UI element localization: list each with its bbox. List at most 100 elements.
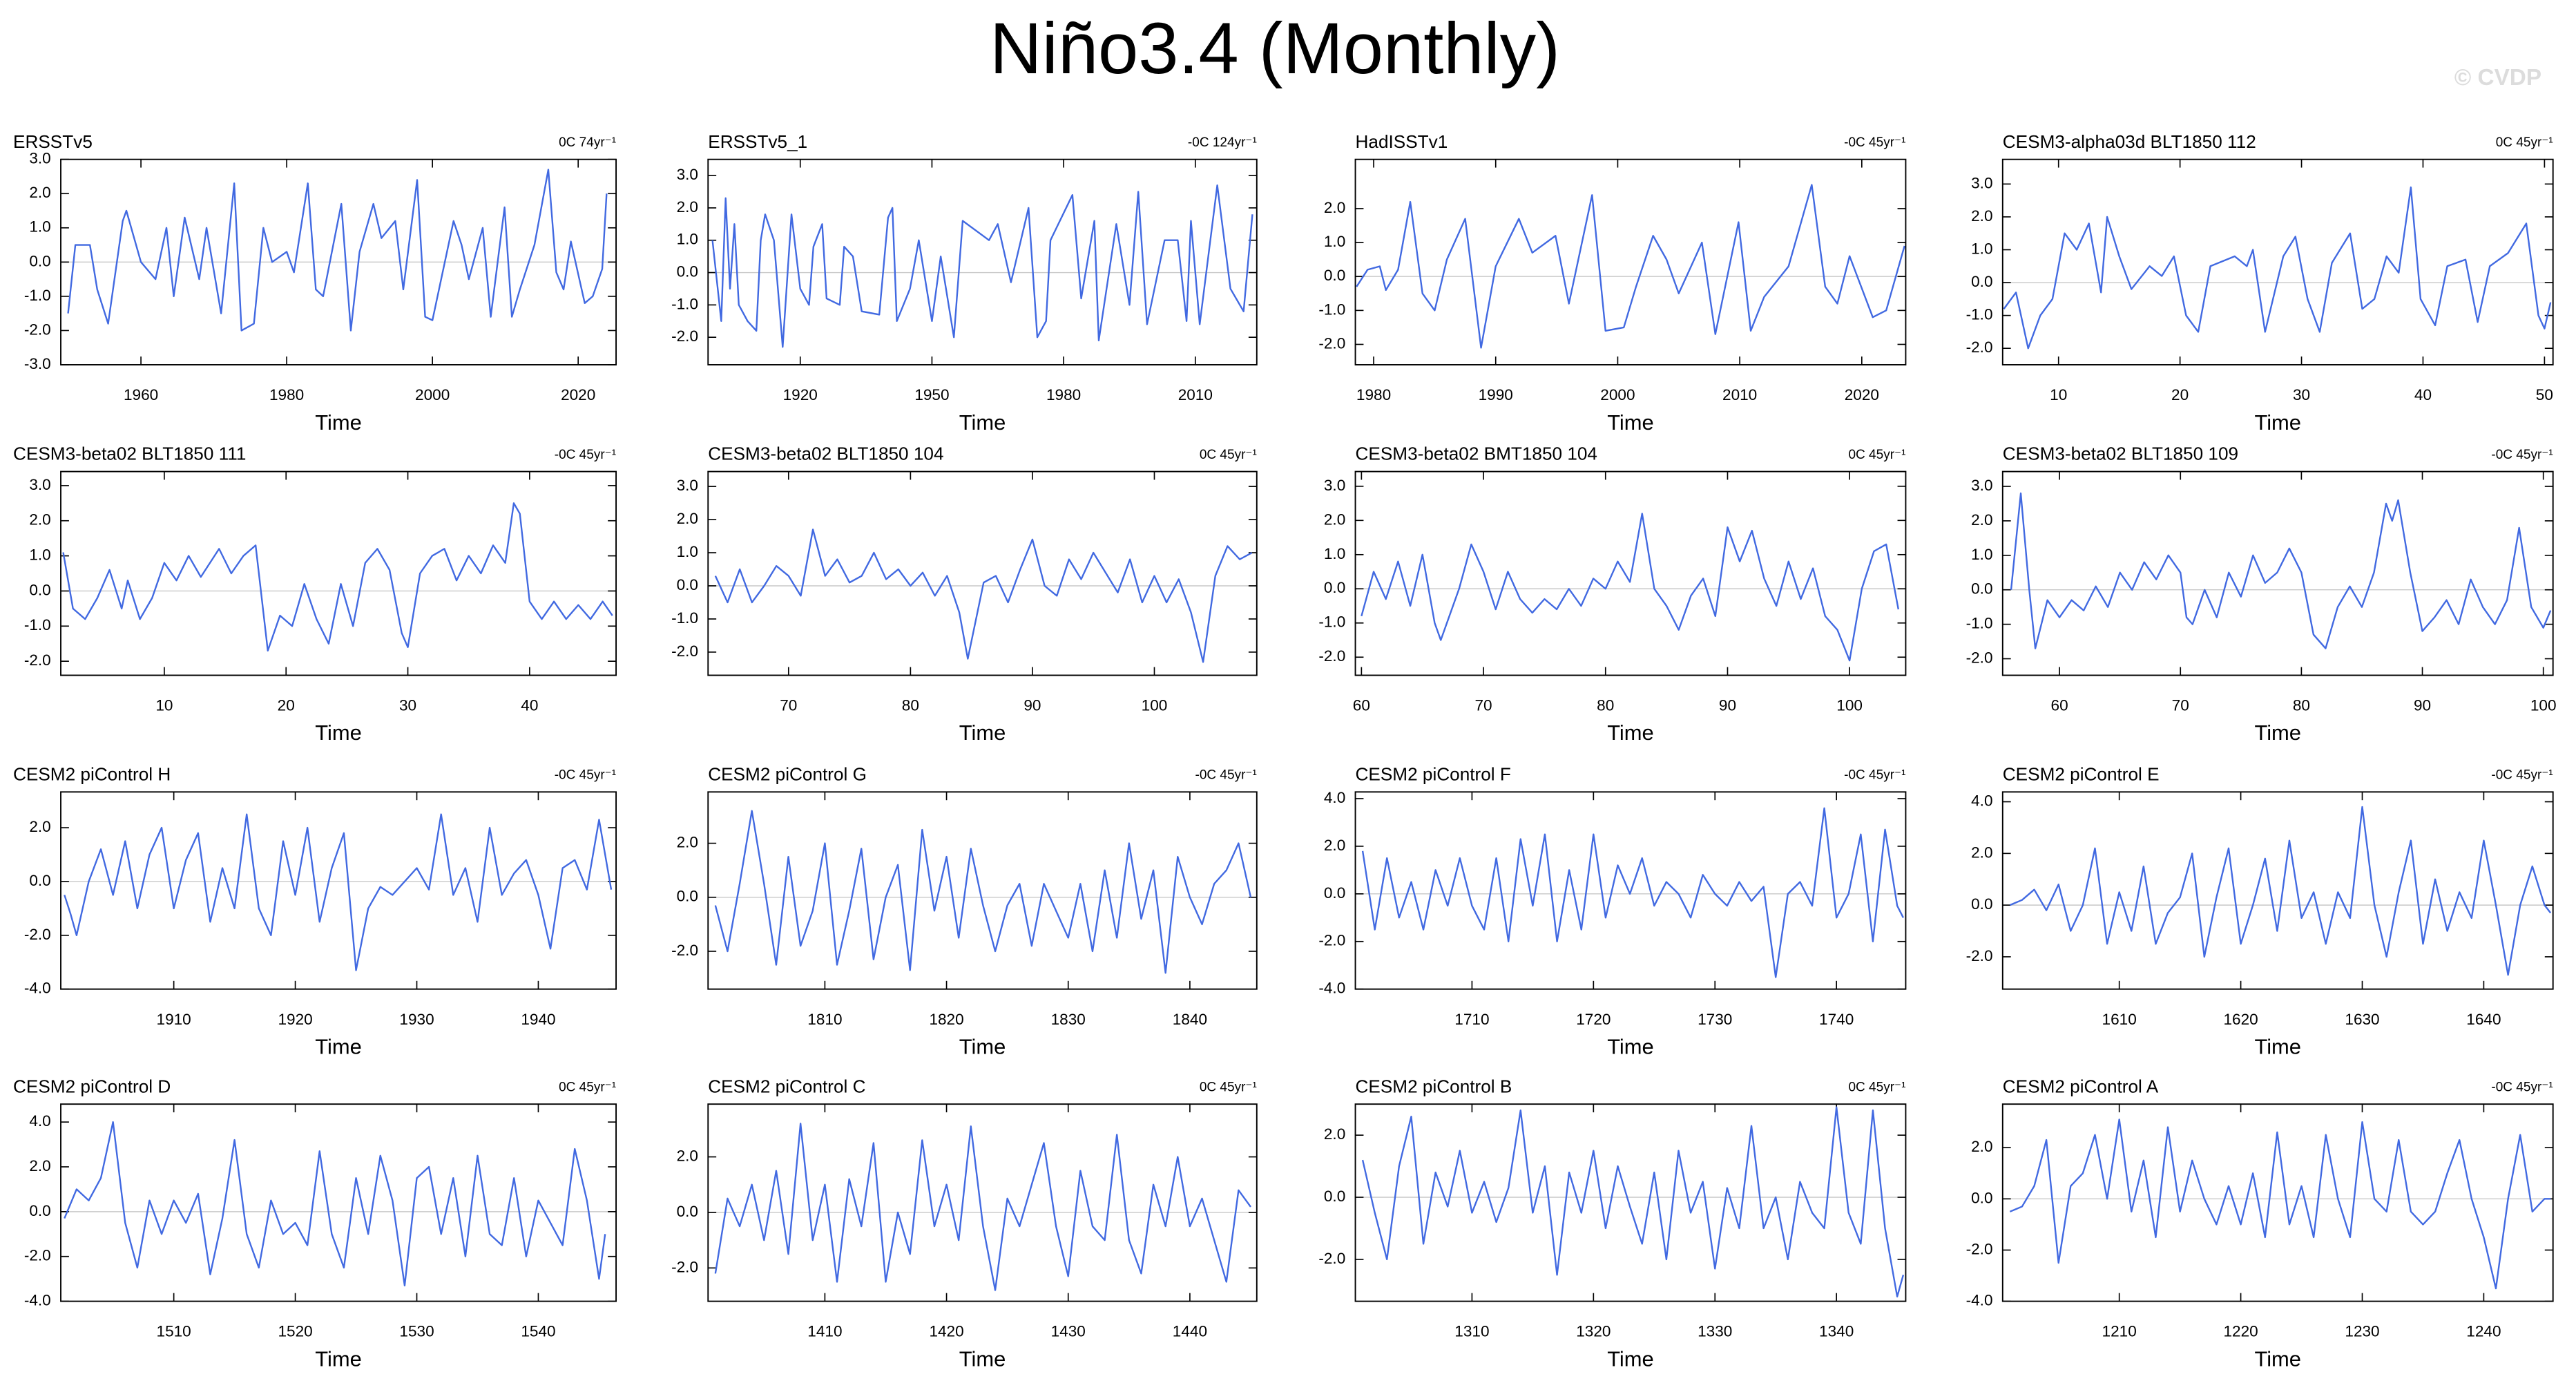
x-tick-label: 1420	[929, 1323, 963, 1340]
panel: CESM2 piControl H -0C 45yr⁻¹ -4.0 -2.0 0.0 2.…	[13, 763, 617, 1058]
x-tick-label: 1920	[783, 386, 818, 403]
x-tick-label: 100	[2530, 697, 2557, 714]
y-tick-label: 0.0	[29, 1202, 50, 1219]
series-line	[62, 502, 613, 652]
panel: ERSSTv5 0C 74yr⁻¹ -3.0 -2.0 -1.0 0.0 1.0 2.0 3.0…	[13, 131, 617, 435]
panel-title: CESM2 piControl H	[13, 763, 171, 784]
x-tick-label: 1330	[1698, 1323, 1732, 1340]
x-axis-label: Time	[315, 721, 362, 745]
series-line	[714, 810, 1252, 974]
x-axis-label: Time	[1607, 1346, 1654, 1371]
panel-title: CESM3-beta02 BLT1850 104	[708, 444, 943, 464]
plot-frame	[60, 470, 617, 676]
figure-title: Niño3.4 (Monthly)	[990, 8, 1560, 89]
x-tick-label: 1510	[157, 1323, 191, 1340]
x-tick-label: 1320	[1576, 1323, 1611, 1340]
panel: CESM2 piControl B 0C 45yr⁻¹ -2.0 0.0 2.0 1310…	[1318, 1076, 1907, 1371]
y-tick-label: 0.0	[29, 581, 50, 598]
plot-frame	[707, 470, 1258, 676]
y-tick-label: 0.0	[1324, 884, 1345, 902]
y-tick-label: -4.0	[1318, 980, 1345, 997]
y-tick-label: 0.0	[677, 888, 698, 905]
panel-annotation: -0C 45yr⁻¹	[1844, 768, 1905, 783]
y-tick-label: 0.0	[1324, 1188, 1345, 1205]
panel-title: ERSSTv5	[13, 131, 93, 152]
x-tick-label: 50	[2536, 386, 2553, 403]
plot-frame	[2001, 158, 2554, 365]
x-tick-label: 1410	[807, 1323, 842, 1340]
series-line	[64, 813, 613, 971]
x-axis-label: Time	[959, 1346, 1006, 1371]
x-tick-label: 2010	[1722, 386, 1757, 403]
x-tick-label: 1920	[278, 1011, 312, 1028]
x-axis-label: Time	[315, 1034, 362, 1058]
panel-title: CESM2 piControl A	[2003, 1076, 2159, 1096]
y-tick-label: -2.0	[1966, 947, 1993, 964]
panel-title: CESM2 piControl F	[1356, 763, 1511, 784]
panel-annotation: 0C 45yr⁻¹	[559, 1080, 616, 1094]
x-tick-label: 1440	[1173, 1323, 1207, 1340]
y-tick-label: 3.0	[1971, 174, 1992, 191]
x-tick-label: 1830	[1051, 1011, 1086, 1028]
x-tick-label: 1530	[399, 1323, 434, 1340]
panel-annotation: -0C 45yr⁻¹	[1844, 135, 1905, 150]
panel-title: CESM3-beta02 BLT1850 111	[13, 444, 246, 464]
y-tick-label: 0.0	[1971, 580, 1992, 598]
x-tick-label: 1980	[269, 386, 304, 403]
plot-frame	[1354, 470, 1907, 676]
x-axis-label: Time	[1607, 410, 1654, 435]
plot-frame	[707, 158, 1258, 365]
panel: CESM2 piControl A -0C 45yr⁻¹ -4.0 -2.0 0.0 2.…	[1966, 1076, 2554, 1371]
y-tick-label: 1.0	[1324, 233, 1345, 250]
plot-frame	[2001, 1103, 2554, 1302]
x-tick-label: 40	[2414, 386, 2432, 403]
y-tick-label: -2.0	[1318, 1250, 1345, 1267]
y-tick-label: 2.0	[1971, 511, 1992, 529]
y-tick-label: 0.0	[1971, 895, 1992, 913]
panel-title: CESM2 piControl E	[2003, 763, 2160, 784]
series-line	[711, 184, 1253, 348]
y-tick-label: 0.0	[29, 872, 50, 889]
y-tick-label: 1.0	[1324, 545, 1345, 562]
plot-frame	[2001, 791, 2554, 990]
x-tick-label: 1930	[399, 1011, 434, 1028]
plot-frame	[1354, 158, 1907, 365]
y-tick-label: -2.0	[671, 327, 698, 345]
series-line	[1361, 807, 1904, 978]
panel-annotation: 0C 74yr⁻¹	[559, 135, 616, 150]
panel-annotation: -0C 45yr⁻¹	[555, 768, 616, 783]
y-tick-label: 2.0	[1324, 199, 1345, 216]
y-tick-label: 1.0	[1971, 240, 1992, 257]
y-tick-label: 2.0	[29, 1157, 50, 1174]
x-tick-label: 70	[2172, 697, 2189, 714]
panel-annotation: -0C 45yr⁻¹	[2491, 448, 2553, 462]
y-tick-label: -2.0	[1318, 932, 1345, 949]
x-tick-label: 1610	[2102, 1011, 2137, 1028]
series-line	[2003, 186, 2552, 350]
x-tick-label: 1220	[2223, 1323, 2258, 1340]
x-tick-label: 40	[521, 697, 538, 714]
x-axis-label: Time	[1607, 1034, 1654, 1058]
y-tick-label: 0.0	[1971, 273, 1992, 290]
panel: CESM2 piControl F -0C 45yr⁻¹ -4.0 -2.0 0.0 2.…	[1318, 763, 1907, 1058]
x-tick-label: 1430	[1051, 1323, 1086, 1340]
panel-annotation: -0C 124yr⁻¹	[1188, 135, 1257, 150]
y-tick-label: 1.0	[29, 218, 50, 236]
x-tick-label: 20	[278, 697, 295, 714]
x-tick-label: 1940	[521, 1011, 555, 1028]
x-tick-label: 1910	[157, 1011, 191, 1028]
y-tick-label: 0.0	[677, 576, 698, 593]
series-line	[1361, 513, 1899, 662]
y-tick-label: 2.0	[1971, 207, 1992, 225]
panel-title: CESM3-alpha03d BLT1850 112	[2003, 131, 2256, 152]
y-tick-label: -1.0	[671, 295, 698, 312]
x-axis-label: Time	[2254, 1034, 2301, 1058]
plot-frame	[707, 1103, 1258, 1302]
plot-frame	[60, 791, 617, 990]
y-tick-label: 2.0	[677, 198, 698, 216]
panel-title: HadISSTv1	[1356, 131, 1448, 152]
y-tick-label: -1.0	[1318, 301, 1345, 318]
y-tick-label: -2.0	[1966, 1240, 1993, 1257]
panel-title: ERSSTv5_1	[708, 131, 807, 152]
y-tick-label: 1.0	[29, 546, 50, 564]
